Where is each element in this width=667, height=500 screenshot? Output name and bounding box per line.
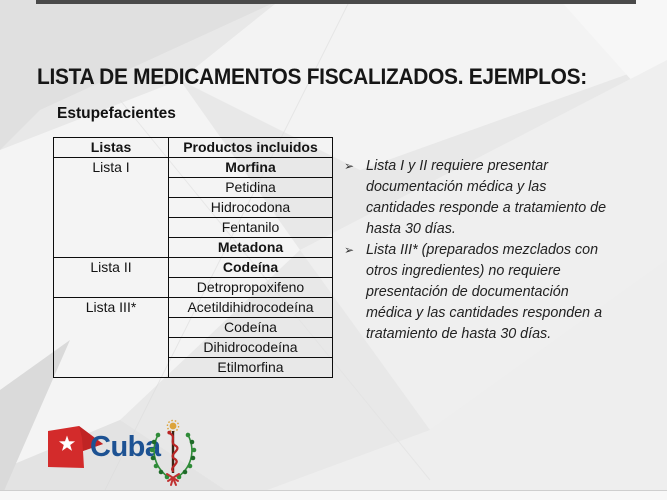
product-cell: Fentanilo [168, 217, 333, 238]
table-header-row: Listas Productos incluidos [53, 137, 333, 158]
note-item: ➢ Lista I y II requiere presentar documen… [344, 156, 666, 240]
cuba-brand-label: Cuba [90, 431, 161, 463]
table-row: Lista I Morfina [53, 157, 333, 258]
bottom-band [0, 490, 667, 500]
ribbon-icon [166, 473, 180, 486]
staff-icon [171, 431, 175, 473]
health-ministry-emblem-icon [149, 419, 197, 486]
product-cell: Acetildihidrocodeína [168, 297, 333, 318]
snake-icon [167, 431, 179, 473]
col-header-productos: Productos incluidos [168, 137, 333, 158]
note-text: Lista III* (preparados mezclados con otr… [366, 242, 603, 342]
list-name-cell: Lista II [53, 257, 169, 298]
product-cell: Detropropoxifeno [168, 277, 333, 298]
product-cell: Dihidrocodeína [168, 337, 333, 358]
product-cell: Morfina [168, 157, 333, 178]
table-row: Etilmorfina [54, 357, 333, 378]
top-accent-bar [36, 0, 636, 4]
medications-table-body: Lista I Morfina Petidina Hidrocodona Fentani… [53, 157, 333, 378]
product-cell: Etilmorfina [168, 357, 333, 378]
section-subtitle: Estupefacientes [57, 105, 176, 122]
table-row: Hidrocodona [54, 197, 333, 218]
product-cell: Petidina [168, 177, 333, 198]
col-header-listas: Listas [53, 137, 169, 158]
table-row: Lista II Codeína [53, 257, 333, 298]
laurel-left-icon [149, 432, 170, 480]
table-row: Lista III* Acetildihidrocodeína [53, 297, 333, 378]
page-title: LISTA DE MEDICAMENTOS FISCALIZADOS. EJEM… [37, 64, 587, 89]
product-cell: Metadona [168, 237, 333, 258]
product-cell: Hidrocodona [168, 197, 333, 218]
note-item: ➢ Lista III* (preparados mezclados con ot… [344, 240, 666, 345]
list-name-cell: Lista III* [53, 297, 169, 378]
list-name-cell: Lista I [53, 157, 169, 258]
cuba-flag-icon [48, 426, 103, 468]
table-row: Dihidrocodeína [54, 337, 333, 358]
note-text: Lista I y II requiere presentar document… [366, 158, 607, 237]
product-cell: Codeína [168, 257, 333, 278]
notes-list: ➢ Lista I y II requiere presentar documen… [344, 156, 666, 345]
laurel-right-icon [176, 432, 197, 480]
medications-table: Listas Productos incluidos Lista I Morfin… [53, 137, 333, 378]
arrow-bullet-icon: ➢ [344, 243, 355, 257]
sun-icon [169, 422, 177, 430]
table-row: Metadona [54, 237, 333, 258]
arrow-bullet-icon: ➢ [344, 159, 355, 173]
product-cell: Codeína [168, 317, 333, 338]
